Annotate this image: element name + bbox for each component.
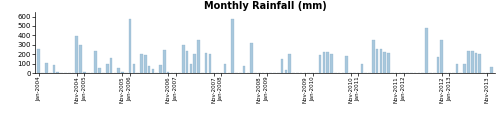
Bar <box>464 64 466 73</box>
Bar <box>250 43 253 73</box>
Bar <box>456 64 458 73</box>
Bar <box>387 53 390 73</box>
Bar <box>288 54 291 73</box>
Bar <box>232 19 234 73</box>
Bar <box>166 72 170 73</box>
Bar <box>284 70 287 73</box>
Bar <box>98 68 101 73</box>
Bar <box>163 50 166 73</box>
Bar <box>94 51 97 73</box>
Bar <box>186 51 188 73</box>
Bar <box>436 57 440 73</box>
Bar <box>121 72 124 73</box>
Bar <box>56 72 59 73</box>
Bar <box>118 68 120 73</box>
Bar <box>76 36 78 73</box>
Bar <box>38 49 40 73</box>
Bar <box>319 55 322 73</box>
Bar <box>144 55 146 73</box>
Bar <box>243 66 246 73</box>
Bar <box>346 56 348 73</box>
Bar <box>372 40 374 73</box>
Bar <box>52 65 56 73</box>
Bar <box>440 40 443 73</box>
Bar <box>197 40 200 73</box>
Bar <box>159 65 162 73</box>
Bar <box>204 53 208 73</box>
Bar <box>380 49 382 73</box>
Bar <box>132 64 135 73</box>
Bar <box>224 64 226 73</box>
Bar <box>106 64 108 73</box>
Bar <box>45 63 48 73</box>
Bar <box>322 52 326 73</box>
Bar <box>152 69 154 73</box>
Bar <box>140 54 143 73</box>
Bar <box>478 54 481 73</box>
Bar <box>425 28 428 73</box>
Bar <box>474 53 478 73</box>
Bar <box>182 45 184 73</box>
Bar <box>148 66 150 73</box>
Bar <box>80 45 82 73</box>
Bar <box>490 67 492 73</box>
Bar <box>190 64 192 73</box>
Bar <box>384 52 386 73</box>
Bar <box>360 64 364 73</box>
Bar <box>330 54 333 73</box>
Bar <box>194 54 196 73</box>
Bar <box>467 51 469 73</box>
Bar <box>128 19 132 73</box>
Bar <box>281 59 283 73</box>
Bar <box>83 72 86 73</box>
Bar <box>110 58 112 73</box>
Bar <box>376 49 378 73</box>
Title: Monthly Rainfall (mm): Monthly Rainfall (mm) <box>204 1 326 11</box>
Bar <box>208 54 211 73</box>
Bar <box>471 51 474 73</box>
Bar <box>326 52 329 73</box>
